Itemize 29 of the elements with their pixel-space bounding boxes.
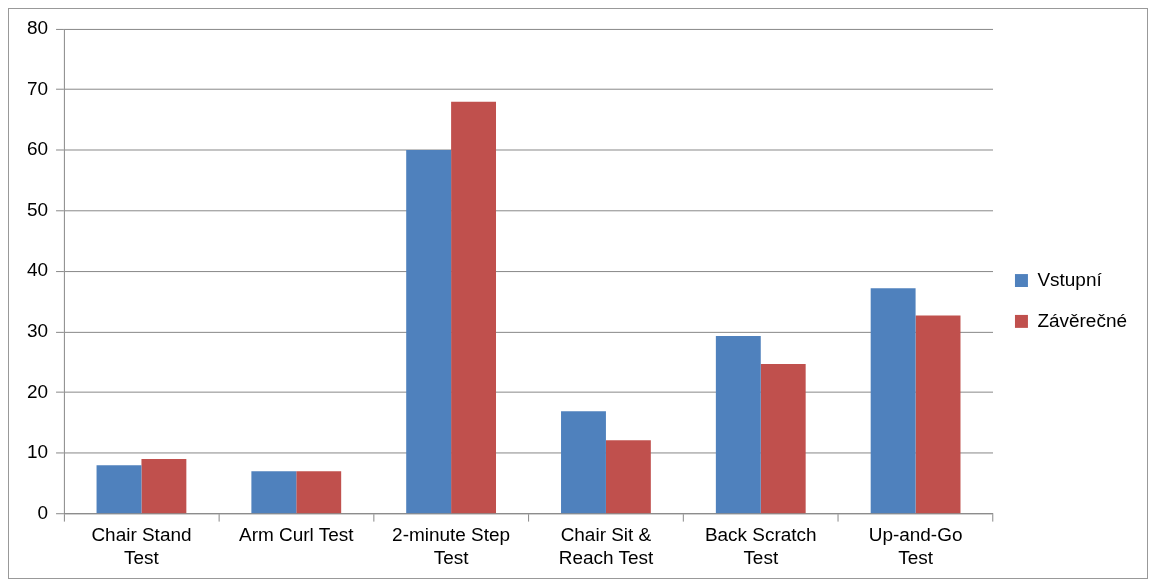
- y-tick-label: 30: [26, 320, 49, 342]
- bar: [760, 363, 806, 514]
- bar: [406, 150, 452, 514]
- bar: [561, 411, 606, 514]
- bar: [915, 315, 961, 514]
- x-tick-label: Chair Sit & Reach Test: [558, 524, 654, 568]
- bar: [605, 440, 651, 514]
- y-tick-label: 70: [26, 77, 49, 99]
- bar: [251, 471, 297, 514]
- y-tick-label: 0: [37, 501, 49, 523]
- x-tick-label: Back Scratch Test: [704, 524, 817, 568]
- legend-label: Závěrečné: [1037, 309, 1127, 331]
- y-tick-label: 20: [26, 380, 49, 402]
- x-tick-label: Up-and-Go Test: [868, 524, 963, 568]
- legend-label: Vstupní: [1037, 268, 1103, 290]
- bar: [96, 465, 142, 514]
- y-tick-label: 60: [26, 138, 49, 160]
- x-tick-label: 2-minute Step Test: [392, 524, 511, 568]
- bar: [141, 459, 187, 514]
- bar: [451, 101, 497, 514]
- bar: [715, 336, 761, 514]
- y-tick-label: 50: [26, 198, 49, 220]
- bar: [296, 471, 342, 514]
- x-tick-label: Arm Curl Test: [239, 524, 355, 546]
- y-tick-label: 10: [26, 441, 49, 463]
- x-tick-label: Chair Stand Test: [91, 524, 192, 568]
- y-tick-label: 80: [26, 17, 49, 39]
- bar: [870, 288, 916, 514]
- y-tick-label: 40: [26, 259, 49, 281]
